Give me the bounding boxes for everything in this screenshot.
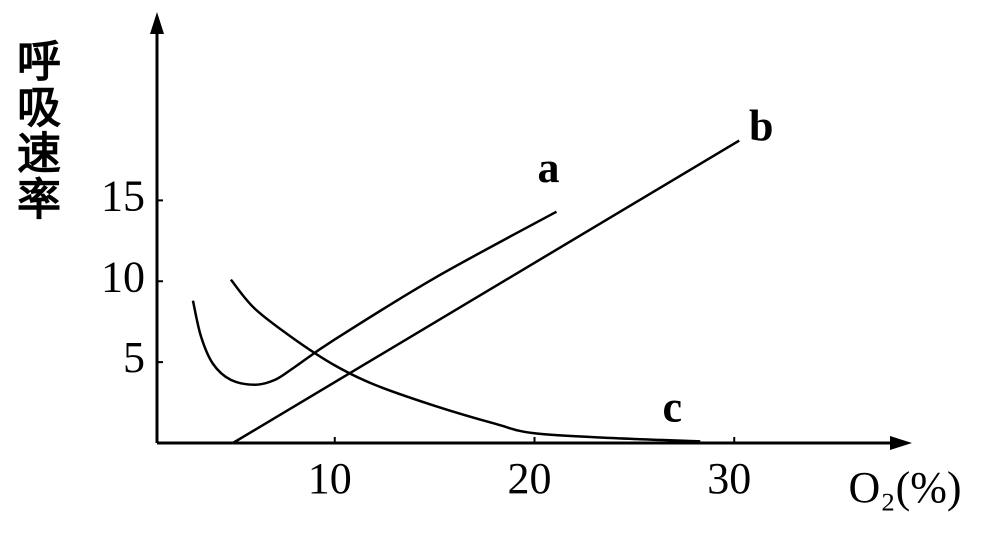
y-axis-label: 呼吸速率 [9,38,60,222]
series-label: b [749,102,773,151]
series-line [229,278,701,443]
y-tick-label: 15 [101,171,145,220]
series-label: c [663,382,683,431]
x-arrow [890,436,912,450]
x-tick-label: 30 [707,454,751,503]
y-tick-label: 10 [101,252,145,301]
x-tick-label: 20 [507,454,551,503]
x-tick-label: 10 [308,454,352,503]
series-line [232,139,740,445]
series-label: a [537,143,559,192]
y-tick-label: 5 [123,333,145,382]
y-arrow [150,12,164,34]
x-axis-label: O₂(%) [848,463,961,512]
series-line [191,210,558,387]
